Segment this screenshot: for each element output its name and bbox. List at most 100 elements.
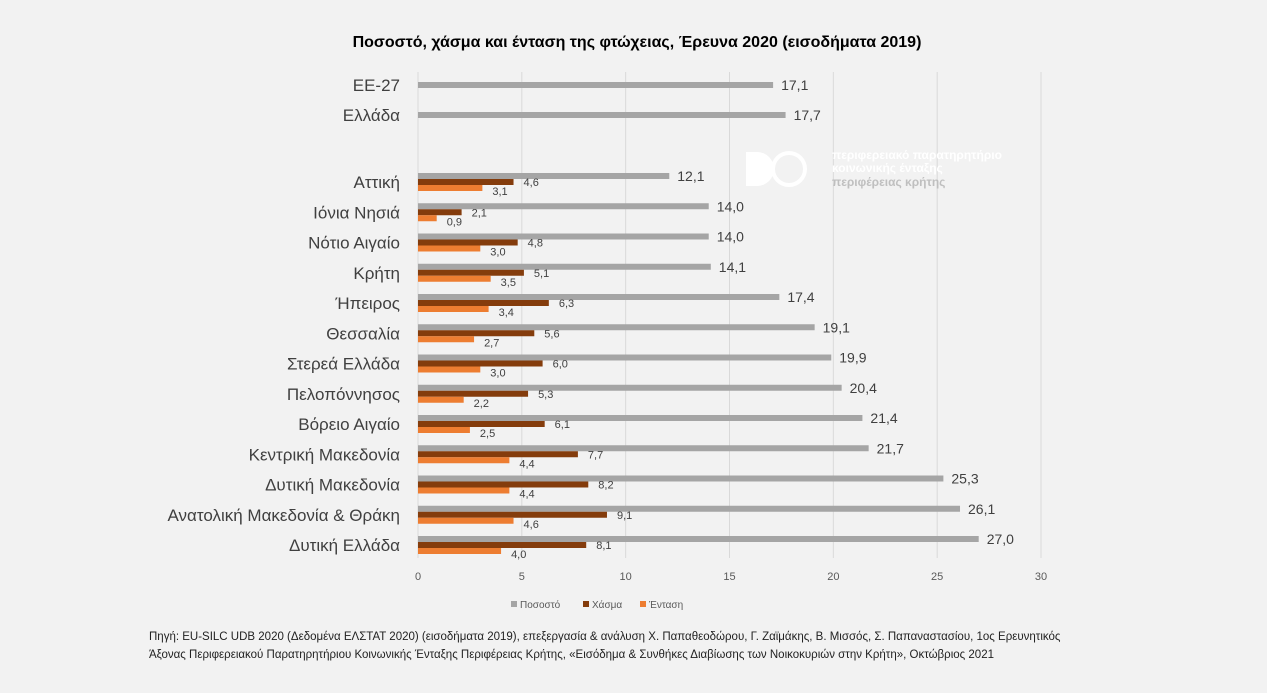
x-tick-label-15: 15 [723,571,735,583]
category-label-2: Νότιο Αιγαίο [308,234,400,253]
bar-rate-0 [418,173,670,179]
value-label-rate-1: 14,0 [717,198,744,214]
legend-swatch-0 [511,601,517,607]
value-label-intensity-12: 4,0 [511,549,526,561]
value-label-intensity-3: 3,5 [501,277,516,289]
gridlines [417,72,1042,558]
value-label-intensity-9: 4,4 [519,458,534,470]
value-label-rate-4: 17,4 [787,289,814,305]
bar-intensity-2 [418,245,481,252]
value-label-intensity-1: 0,9 [447,216,462,228]
bar-gap-10 [418,481,589,488]
bar-gap-9 [418,451,578,458]
category-label-ref-0: ΕΕ-27 [353,76,400,95]
bar-gap-12 [418,542,587,548]
bar-intensity-4 [418,306,489,312]
value-label-rate-2: 14,0 [717,229,744,245]
bar-rate-12 [418,536,979,542]
value-label-rate-9: 21,7 [877,440,904,456]
category-label-3: Κρήτη [353,264,400,283]
bar-rate-6 [418,354,832,361]
bar-gap-7 [418,390,529,397]
bar-intensity-1 [418,215,437,222]
category-label-5: Θεσσαλία [326,324,400,343]
legend-label-0: Ποσοστό [520,599,561,611]
category-label-6: Στερεά Ελλάδα [287,355,400,374]
bar-gap-2 [418,239,518,246]
x-tick-label-10: 10 [620,571,632,583]
value-label-gap-10: 8,2 [598,480,613,492]
bar-gap-11 [418,511,607,518]
category-label-0: Αττική [353,173,400,192]
value-label-gap-12: 8,1 [596,540,611,552]
value-label-gap-4: 6,3 [559,298,574,310]
watermark-line1: περιφερειακό παρατηρητήριο [832,148,1002,162]
bar-intensity-12 [418,548,502,554]
legend-label-1: Χάσμα [592,599,622,611]
bar-gap-5 [418,330,535,337]
bar-intensity-7 [418,396,464,403]
legend-swatch-1 [583,601,589,607]
category-label-10: Δυτική Μακεδονία [265,476,400,495]
value-label-rate-6: 19,9 [839,350,866,366]
value-label-intensity-7: 2,2 [474,398,489,410]
x-tick-label-0: 0 [415,571,421,583]
bar-gap-3 [418,269,524,276]
chart-title: Ποσοστό, χάσμα και ένταση της φτώχειας, … [353,34,922,51]
bar-rate-3 [418,263,711,270]
x-axis: 0 5 10 15 20 25 30 [415,571,1047,583]
bar-gap-8 [418,421,545,427]
bar-intensity-8 [418,427,470,433]
x-tick-label-30: 30 [1035,571,1047,583]
value-label-intensity-2: 3,0 [490,247,505,259]
category-label-1: Ιόνια Νησιά [313,203,400,222]
bar-rate-4 [418,294,780,300]
value-label-intensity-6: 3,0 [490,368,505,380]
legend: Ποσοστό Χάσμα Ένταση [511,599,683,611]
value-label-rate-12: 27,0 [987,531,1014,547]
category-label-11: Ανατολική Μακεδονία & Θράκη [168,506,400,525]
value-label-rate-3: 14,1 [719,259,746,275]
bar-rate-1 [418,203,709,210]
chart-marks: ΕΕ-27 17,1 Ελλάδα 17,7 Αττική 12,1 4,6 3,1 Ιόνια… [168,76,1015,561]
value-label-gap-3: 5,1 [534,268,549,280]
category-label-9: Κεντρική Μακεδονία [249,445,401,464]
bar-rate-5 [418,324,815,331]
value-label-rate-5: 19,1 [823,319,850,335]
category-label-4: Ήπειρος [334,294,400,313]
watermark-line2: κοινωνικής ένταξης [832,161,943,175]
value-label-gap-2: 4,8 [528,238,543,250]
bar-intensity-6 [418,366,481,373]
bar-intensity-10 [418,487,510,494]
value-label-gap-1: 2,1 [472,207,487,219]
bar-rate-2 [418,233,709,240]
source-line-1: Πηγή: EU-SILC UDB 2020 (Δεδομένα ΕΛΣΤΑΤ … [149,631,1061,643]
value-label-rate-7: 20,4 [850,380,877,396]
x-tick-label-20: 20 [827,571,839,583]
bar-rate-8 [418,415,863,421]
value-label-rate-11: 26,1 [968,501,995,517]
value-label-gap-9: 7,7 [588,449,603,461]
category-label-ref-1: Ελλάδα [343,106,400,125]
bar-gap-6 [418,360,543,367]
value-label-gap-0: 4,6 [524,177,539,189]
value-label-intensity-10: 4,4 [519,489,534,501]
value-label-intensity-0: 3,1 [492,186,507,198]
value-label-ref-1: 17,7 [794,107,821,123]
value-label-ref-0: 17,1 [781,77,808,93]
value-label-rate-10: 25,3 [951,471,978,487]
bar-ref-0 [418,82,774,88]
bar-intensity-5 [418,336,475,343]
bar-rate-7 [418,384,842,391]
x-tick-label-25: 25 [931,571,943,583]
value-label-gap-8: 6,1 [555,419,570,431]
legend-label-2: Ένταση [648,600,683,611]
bar-ref-1 [418,112,786,118]
value-label-intensity-4: 3,4 [499,307,514,319]
legend-swatch-2 [640,601,646,607]
bar-gap-0 [418,179,514,185]
value-label-intensity-11: 4,6 [524,519,539,531]
bar-intensity-9 [418,457,510,464]
value-label-intensity-5: 2,7 [484,337,499,349]
bar-gap-4 [418,300,549,306]
